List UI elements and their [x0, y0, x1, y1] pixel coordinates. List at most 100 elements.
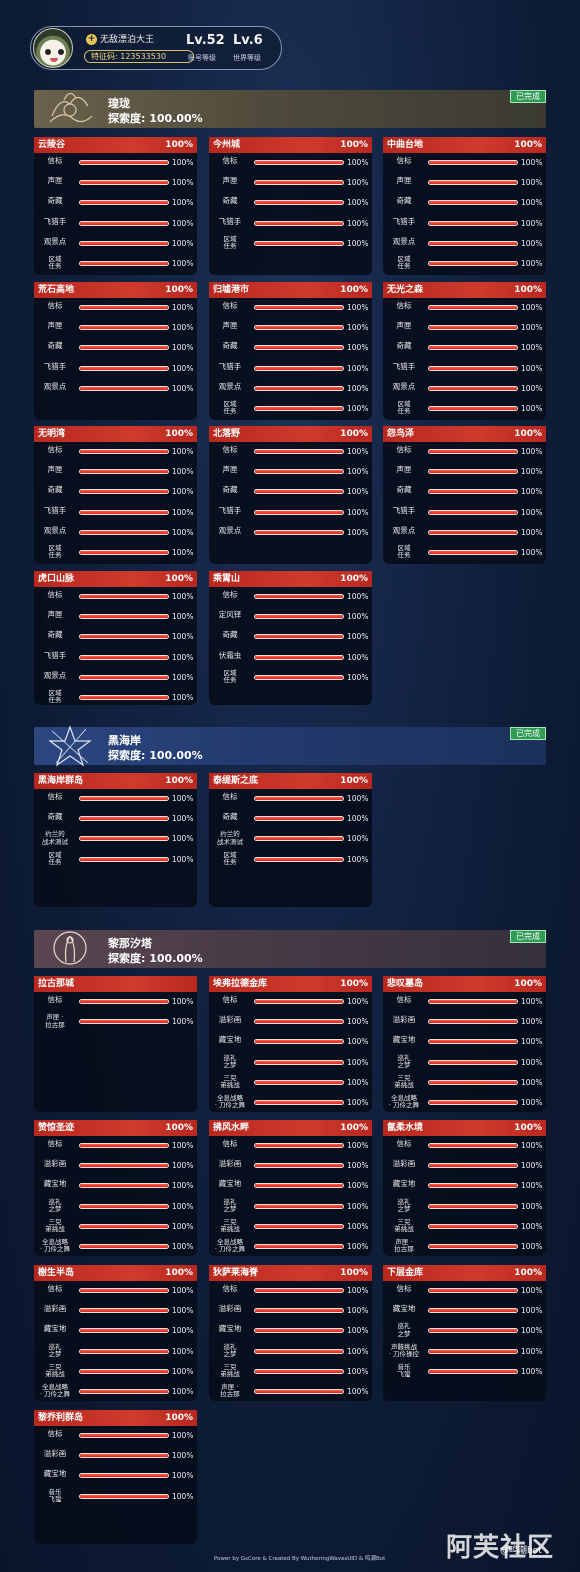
progress-bar	[428, 180, 518, 186]
progress-row: 飞猎手 100%	[34, 214, 197, 234]
progress-value: 100%	[347, 1306, 369, 1316]
area-card: 黑海岸群岛 100% 信标 100% 奇藏 100% 约兰的 战术测试 100% 区域 任务 10…	[34, 773, 197, 907]
progress-value: 100%	[172, 592, 194, 601]
progress-row: 三兕 弟挑战 100%	[209, 1217, 372, 1237]
progress-bar-fill	[429, 161, 517, 164]
progress-row: 区域 任务 100%	[383, 399, 546, 419]
progress-label: 奇藏	[47, 341, 63, 351]
progress-label: 奇藏	[47, 485, 63, 495]
progress-label: 飞猎手	[43, 361, 67, 371]
progress-label: 奇藏	[47, 630, 63, 640]
progress-row: 区域 任务 100%	[383, 254, 546, 274]
progress-value: 100%	[172, 178, 194, 188]
area-percent: 100%	[165, 574, 193, 584]
progress-row: 信标 100%	[383, 1136, 546, 1156]
progress-row: 飞猎手 100%	[209, 214, 372, 234]
player-nickname: 无敌漂泊大王	[100, 35, 155, 45]
area-name: 中曲台地	[387, 140, 424, 150]
progress-label: 藏宝地	[43, 1469, 67, 1479]
progress-bar-fill	[255, 1329, 343, 1333]
dragon-emblem-icon	[49, 92, 93, 123]
progress-value: 100%	[347, 303, 369, 312]
progress-bar-fill	[255, 386, 343, 390]
area-card-header: 氤柔水境 100%	[383, 1120, 546, 1136]
progress-bar	[428, 260, 518, 266]
region-progress: 探索度: 100.00%	[108, 749, 203, 762]
progress-bar	[428, 1223, 518, 1229]
progress-bar-fill	[429, 550, 517, 554]
progress-bar-fill	[429, 306, 517, 309]
progress-row: 三兕 弟挑战 100%	[209, 1362, 372, 1382]
progress-row: 溢彩画 100%	[209, 1012, 372, 1032]
area-card: 怨鸟泽 100% 信标 100% 声匣 100% 奇藏 100% 飞猎手 100% 观景点 100% 区…	[383, 426, 546, 564]
progress-bar	[428, 1019, 518, 1025]
progress-bar-fill	[255, 161, 343, 164]
progress-bar-fill	[80, 1349, 168, 1353]
progress-row: 观景点 100%	[34, 379, 197, 399]
progress-bar	[254, 180, 344, 186]
area-card-header: 中曲台地 100%	[383, 137, 546, 153]
area-name: 乘霄山	[213, 574, 241, 584]
progress-value: 100%	[347, 1286, 369, 1295]
progress-label: 声匣	[396, 465, 412, 475]
progress-label: 飞猎手	[392, 216, 416, 226]
player-uid: 特征码: 123533530	[84, 50, 194, 63]
progress-bar	[254, 305, 344, 310]
progress-value: 100%	[172, 1366, 194, 1376]
progress-bar	[254, 1308, 344, 1314]
progress-row: 巡礼 之梦 100%	[34, 1197, 197, 1217]
progress-row: 区域 任务 100%	[34, 688, 197, 708]
progress-value: 100%	[172, 632, 194, 642]
area-percent: 100%	[514, 1268, 542, 1278]
progress-row: 信标 100%	[209, 992, 372, 1012]
progress-bar	[79, 654, 169, 660]
progress-row: 信标 100%	[209, 587, 372, 607]
progress-row: 信标 100%	[34, 298, 197, 318]
area-card-header: 埃弗拉德金库 100%	[209, 976, 372, 992]
progress-value: 100%	[521, 1141, 543, 1150]
progress-label: 声匣	[396, 321, 412, 331]
progress-bar	[254, 405, 344, 411]
progress-label: 信标	[222, 445, 238, 454]
progress-label: 藏宝地	[43, 1324, 67, 1334]
progress-value: 100%	[521, 507, 543, 517]
progress-label: 信标	[396, 301, 412, 310]
progress-value: 100%	[347, 198, 369, 208]
progress-value: 100%	[172, 1346, 194, 1356]
progress-bar	[428, 385, 518, 391]
progress-bar	[79, 1368, 169, 1374]
progress-row: 奇藏 100%	[209, 482, 372, 502]
area-name: 无明湾	[38, 429, 66, 439]
progress-value: 100%	[172, 527, 194, 537]
progress-label: 溢彩画	[43, 1159, 67, 1169]
progress-row: 巡礼 之梦 100%	[209, 1342, 372, 1362]
progress-label: 区域 任务	[397, 543, 411, 560]
progress-bar	[254, 1079, 344, 1085]
area-name: 榭生半岛	[38, 1268, 75, 1278]
progress-label: 区域 任务	[223, 234, 237, 251]
progress-bar-fill	[80, 161, 168, 164]
progress-value: 100%	[172, 487, 194, 497]
progress-bar-fill	[80, 675, 168, 679]
progress-label: 声匣	[47, 321, 63, 331]
area-card-header: 赞惊圣迹 100%	[34, 1120, 197, 1136]
progress-bar-fill	[429, 1144, 517, 1147]
progress-value: 100%	[347, 1221, 369, 1231]
progress-value: 100%	[347, 383, 369, 393]
progress-row: 信标 100%	[34, 1426, 197, 1446]
progress-row: 全息战略 · 刀伶之舞 100%	[383, 1093, 546, 1113]
progress-bar	[79, 1223, 169, 1229]
progress-bar-fill	[255, 510, 343, 514]
progress-row: 奇藏 100%	[383, 193, 546, 213]
progress-row: 信标 100%	[209, 153, 372, 173]
progress-label: 奇藏	[396, 196, 412, 206]
progress-row: 区域 任务 100%	[34, 850, 197, 870]
progress-bar-fill	[429, 1080, 517, 1084]
area-percent: 100%	[340, 1268, 368, 1278]
progress-value: 100%	[172, 834, 194, 844]
progress-value: 100%	[172, 447, 194, 456]
progress-value: 100%	[347, 1077, 369, 1087]
progress-value: 100%	[172, 218, 194, 228]
progress-value: 100%	[347, 854, 369, 864]
progress-label: 藏宝地	[218, 1324, 242, 1334]
